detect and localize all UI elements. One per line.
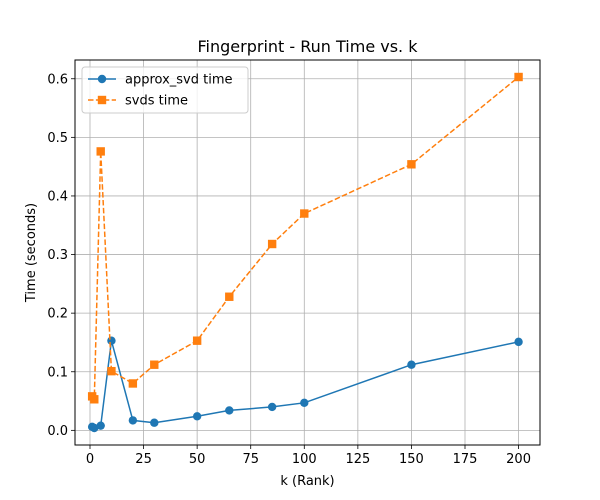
data-point — [225, 292, 234, 301]
data-point — [90, 395, 99, 404]
x-tick-label: 175 — [453, 452, 478, 467]
data-point — [90, 423, 99, 433]
y-tick-label: 0.5 — [47, 131, 68, 146]
data-point — [150, 418, 159, 427]
legend: approx_svd time svds time — [81, 66, 249, 114]
data-point — [192, 336, 202, 345]
grid — [75, 60, 540, 445]
y-axis-label: Time (seconds) — [24, 203, 39, 303]
data-point — [107, 336, 116, 345]
legend-box — [81, 66, 249, 114]
data-point — [300, 398, 309, 408]
data-point — [407, 360, 416, 369]
data-point — [300, 209, 309, 218]
legend-marker — [97, 95, 107, 105]
y-tick-label: 0.2 — [47, 307, 68, 322]
x-tick-label: 50 — [189, 452, 206, 467]
data-point — [225, 406, 234, 415]
y-tick-label: 0.1 — [47, 365, 68, 380]
y-tick-label: 0.4 — [47, 189, 68, 204]
x-tick-label: 0 — [86, 452, 94, 467]
series-svds — [87, 72, 523, 404]
data-point — [514, 337, 523, 347]
data-point — [514, 72, 523, 82]
data-point — [267, 239, 277, 249]
series-approx-svd — [87, 336, 523, 433]
chart-title: Fingerprint - Run Time vs. k — [198, 37, 419, 56]
data-point — [96, 147, 105, 156]
data-point — [107, 366, 116, 376]
legend-label: svds time — [125, 94, 188, 109]
data-point — [192, 412, 202, 421]
data-point — [128, 379, 138, 388]
data-point — [150, 360, 159, 369]
plot-frame — [74, 59, 541, 446]
series-group — [87, 72, 523, 433]
data-point — [128, 416, 138, 425]
legend-label: approx_svd time — [125, 73, 233, 88]
data-point — [267, 402, 277, 412]
y-tick-label: 0.6 — [47, 72, 68, 87]
x-tick-label: 25 — [135, 452, 152, 467]
data-point — [96, 421, 105, 430]
x-tick-label: 125 — [345, 452, 370, 467]
x-tick-label: 75 — [242, 452, 259, 467]
x-axis-label: k (Rank) — [280, 474, 334, 489]
x-tick-label: 100 — [292, 452, 317, 467]
y-tick-label: 0.3 — [47, 248, 68, 263]
legend-marker — [97, 74, 107, 84]
data-point — [407, 160, 416, 169]
x-tick-label: 200 — [506, 452, 531, 467]
series-line — [91, 76, 520, 402]
y-tick-label: 0.0 — [47, 424, 68, 439]
x-tick-label: 150 — [399, 452, 424, 467]
ticks: 0 25 50 75 100 125 150 175 200 0.0 0.1 0.2 0.3 0.4 0.5… — [47, 72, 531, 467]
